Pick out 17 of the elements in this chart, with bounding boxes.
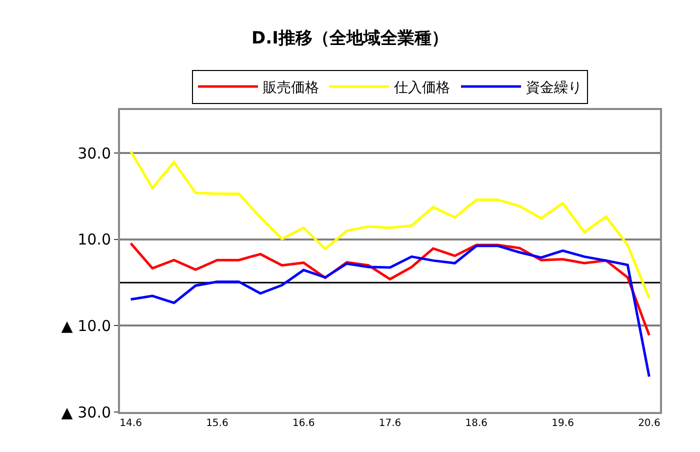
y-tick-label: 30.0 — [78, 144, 111, 162]
legend-label: 仕入価格 — [393, 80, 450, 96]
line-series — [130, 244, 650, 378]
x-tick-label: 16.6 — [292, 418, 315, 429]
line-series — [130, 150, 650, 300]
legend-label: 資金繰り — [526, 80, 582, 96]
x-tick-label: 20.6 — [638, 418, 660, 429]
x-tick-label: 17.6 — [378, 418, 402, 429]
x-tick-label: 18.6 — [465, 418, 488, 429]
chart-title: D.I推移（全地域全業種） — [252, 28, 448, 49]
x-tick-label: 19.6 — [552, 418, 574, 429]
x-tick-label: 15.6 — [206, 418, 228, 429]
y-tick-label: ▲ 30.0 — [61, 403, 111, 422]
y-tick-label: 10.0 — [78, 230, 111, 249]
legend-label: 販売価格 — [263, 80, 319, 96]
y-tick-label: ▲ 10.0 — [61, 316, 111, 335]
x-tick-label: 14.6 — [120, 418, 142, 429]
